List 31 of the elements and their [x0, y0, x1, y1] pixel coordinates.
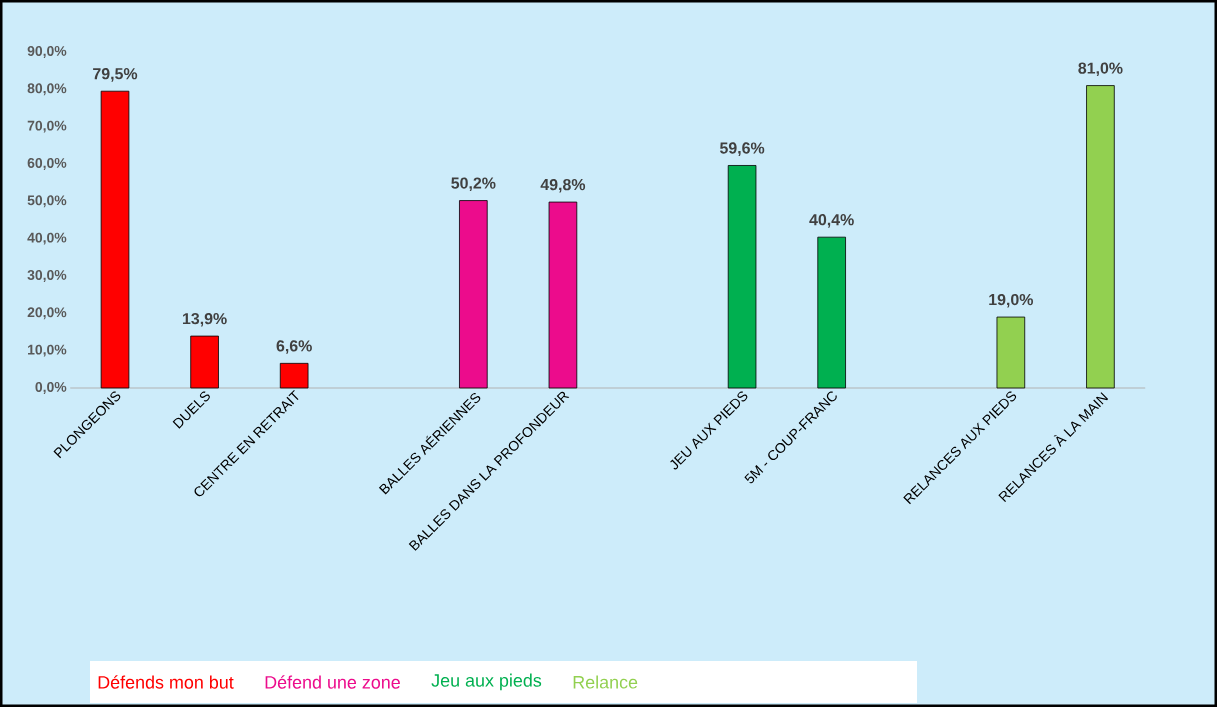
y-tick-label: 50,0%	[27, 195, 67, 208]
bar	[100, 90, 130, 389]
y-tick-label: 80,0%	[27, 83, 67, 96]
data-label: 19,0%	[989, 293, 1034, 308]
y-tick-label: 70,0%	[27, 120, 67, 133]
text: Relance	[573, 675, 638, 689]
bar	[1086, 85, 1115, 389]
bar	[459, 200, 488, 389]
text: Défends mon but	[98, 675, 234, 689]
y-tick-label: 40,0%	[27, 232, 67, 245]
bar	[727, 165, 757, 389]
y-tick-label: 60,0%	[27, 158, 67, 170]
data-label: 59,6%	[719, 142, 765, 156]
data-label: 81,0%	[1078, 62, 1123, 77]
bar	[548, 201, 578, 389]
data-label: 79,5%	[93, 68, 138, 82]
y-tick-label: 10,0%	[28, 344, 67, 357]
data-label: 50,2%	[451, 177, 496, 192]
bar	[817, 236, 846, 389]
y-tick-label: 90,0%	[27, 46, 67, 58]
y-tick-label: 20,0%	[27, 307, 67, 320]
bar	[279, 362, 309, 389]
y-tick-label: 30,0%	[27, 270, 67, 282]
text: Jeu aux pieds	[431, 673, 542, 691]
data-label: 40,4%	[809, 214, 854, 228]
data-label: 6,6%	[276, 340, 312, 354]
text: Défend une zone	[265, 675, 400, 689]
bar	[190, 335, 219, 389]
data-label: 49,8%	[540, 178, 586, 193]
data-label: 13,9%	[182, 312, 227, 327]
bar	[996, 316, 1026, 389]
